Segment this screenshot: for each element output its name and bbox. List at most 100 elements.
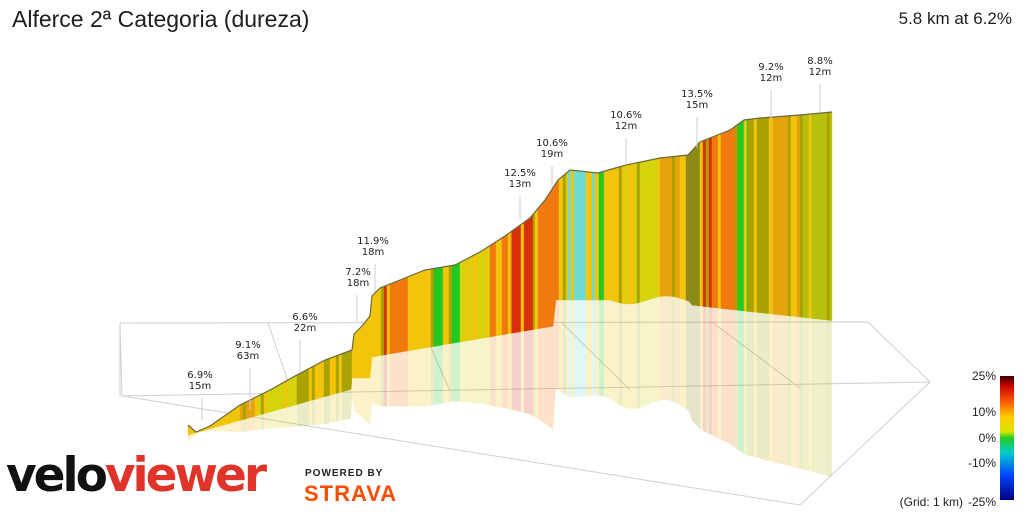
reflection-segment (375, 355, 378, 406)
reflection-segment (294, 404, 297, 427)
gradient-annotations: 6.9%15m9.1%63m6.6%22m7.2%18m11.9%18m12.5… (187, 56, 833, 420)
profile-segment (465, 257, 470, 342)
reflection-segment (255, 415, 258, 431)
profile-segment (737, 121, 742, 311)
reflection-segment (703, 306, 706, 433)
reflection-segment (678, 297, 680, 406)
reflection-segment (666, 296, 669, 401)
profile-segment (299, 371, 304, 404)
annotation-gradient: 12.5% (504, 168, 536, 179)
reflection-segment (652, 297, 655, 403)
reflection-segment (718, 308, 721, 440)
reflection-segment (830, 320, 832, 478)
reflection-segment (452, 342, 455, 402)
reflection-segment (463, 341, 466, 403)
reflection-segment (408, 350, 410, 407)
reflection-segment (698, 305, 700, 430)
profile-segment (507, 231, 512, 335)
profile-segment (480, 249, 485, 339)
profile-segment (308, 366, 313, 402)
reflection-segment (547, 326, 550, 428)
profile-segment (501, 235, 506, 336)
reflection-segment (267, 412, 270, 429)
reflection-segment (233, 421, 236, 432)
reflection-segment (324, 396, 327, 425)
reflection-segment (384, 354, 387, 407)
profile-segment (242, 401, 247, 420)
reflection-segment (599, 300, 602, 397)
profile-segment (699, 140, 704, 307)
reflection-segment (724, 308, 727, 443)
reflection-segment (221, 424, 224, 432)
profile-segment (344, 351, 349, 392)
profile-segment (615, 166, 620, 303)
reflection-segment (610, 300, 613, 401)
profile-segment (329, 356, 334, 396)
reflection-segment (770, 313, 773, 462)
profile-segment (808, 113, 813, 319)
profile-reflection (188, 296, 832, 478)
reflection-segment (434, 345, 437, 405)
reflection-segment (518, 331, 521, 413)
profile-segment (598, 171, 603, 301)
annotation-gradient: 7.2% (345, 267, 370, 278)
profile-segment (504, 233, 509, 335)
veloviewer-logo[interactable]: veloviewer (6, 452, 267, 499)
reflection-segment (330, 394, 333, 424)
profile-segment (532, 211, 536, 330)
profile-segment (784, 115, 789, 317)
reflection-segment (352, 378, 355, 412)
annotation-gradient: 13.5% (681, 89, 713, 100)
profile-segment (582, 171, 587, 301)
profile-segment (389, 282, 394, 355)
profile-segment (269, 387, 274, 413)
profile-segment (451, 264, 456, 344)
profile-segment (409, 274, 414, 351)
profile-segment (657, 157, 661, 298)
profile-segment (386, 283, 391, 355)
reflection-segment (806, 317, 809, 472)
reflection-segment (744, 310, 747, 456)
profile-segment (251, 397, 256, 418)
reflection-segment (339, 391, 342, 422)
reflection-segment (297, 403, 300, 427)
profile-segment (392, 281, 397, 354)
reflection-segment (419, 348, 422, 407)
legend-color-bar (1000, 376, 1014, 500)
reflection-segment (712, 307, 715, 437)
reflection-segment (589, 300, 592, 396)
reflection-segment (188, 434, 191, 443)
profile-segment (691, 146, 696, 306)
profile-segment (606, 169, 611, 301)
reflection-segment (246, 417, 249, 432)
reflection-segment (212, 427, 215, 432)
profile-segment (555, 178, 560, 301)
reflection-segment (372, 356, 375, 405)
profile-segment (275, 384, 280, 411)
profile-segment (665, 156, 670, 297)
reflection-segment (348, 389, 351, 420)
profile-segment (762, 117, 767, 314)
profile-segment (415, 272, 420, 350)
reflection-segment (616, 301, 619, 405)
profile-segment (407, 275, 411, 352)
reflection-segment (264, 412, 267, 430)
reflection-segment (535, 328, 538, 420)
reflection-segment (571, 300, 574, 398)
profile-segment (662, 157, 667, 297)
reflection-segment (757, 312, 760, 459)
profile-segment (454, 263, 459, 344)
annotation-gradient: 6.9% (187, 370, 212, 381)
profile-segment (775, 116, 780, 316)
profile-segment (546, 191, 551, 328)
reflection-segment (282, 407, 285, 428)
reflection-segment (496, 335, 499, 408)
strava-logo[interactable]: STRAVA (304, 481, 398, 506)
reflection-segment (622, 303, 625, 408)
profile-segment (489, 243, 494, 338)
profile-segment (543, 196, 548, 328)
reflection-segment (675, 296, 678, 404)
reflection-segment (797, 316, 800, 469)
reflection-segment (628, 303, 631, 409)
reflection-segment (574, 300, 577, 398)
